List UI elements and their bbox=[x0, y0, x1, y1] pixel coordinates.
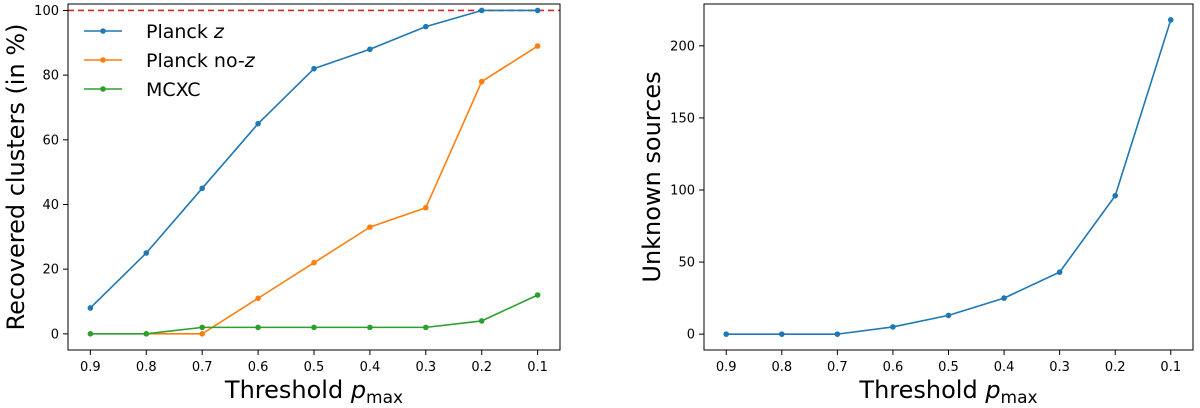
legend-entry-name: Planck bbox=[146, 21, 214, 43]
plot-frame bbox=[67, 3, 561, 351]
x-axis-label-prefix: Threshold bbox=[224, 376, 351, 404]
data-point-series-0 bbox=[1056, 269, 1063, 275]
x-tick-label: 0.8 bbox=[136, 360, 157, 375]
x-tick-label: 0.3 bbox=[415, 360, 436, 375]
data-point-series-2 bbox=[478, 318, 485, 324]
data-point-series-1 bbox=[534, 43, 541, 49]
x-axis-label-symbol: p bbox=[984, 376, 1000, 404]
x-tick-label: 0.9 bbox=[80, 360, 101, 375]
left-chart-panel: 0.9 0.8 0.7 0.6 0.5 0.4 0.3 0.2 0.1 0 20 40 60 80 100 T… bbox=[2, 3, 561, 408]
data-point-series-2 bbox=[143, 331, 150, 337]
legend-entry-name: MCXC bbox=[146, 79, 201, 101]
data-point-series-2 bbox=[367, 324, 373, 331]
data-point-series-0 bbox=[143, 250, 150, 256]
y-tick-label: 100 bbox=[670, 183, 695, 198]
right-chart-panel: 0.9 0.8 0.7 0.6 0.5 0.4 0.3 0.2 0.1 0 50 100 150 200 T… bbox=[638, 3, 1194, 408]
x-axis-label-subscript: max bbox=[366, 388, 403, 408]
data-point-series-0 bbox=[834, 331, 841, 337]
data-point-series-2 bbox=[311, 324, 317, 331]
x-axis-label-subscript: max bbox=[1001, 388, 1038, 408]
x-tick-label: 0.6 bbox=[883, 360, 904, 375]
legend-entry-label: MCXC bbox=[146, 79, 201, 101]
legend-entry-italic: z bbox=[213, 21, 225, 43]
data-point-series-0 bbox=[423, 23, 429, 30]
data-point-series-1 bbox=[199, 331, 205, 337]
series-line-1 bbox=[146, 45, 539, 335]
data-point-series-2 bbox=[199, 324, 205, 331]
series-line-0 bbox=[726, 19, 1172, 335]
y-axis-label: Recovered clusters (in %) bbox=[2, 24, 30, 331]
y-tick-label: 0 bbox=[687, 328, 695, 343]
x-tick-label: 0.9 bbox=[716, 360, 737, 375]
y-tick-label: 150 bbox=[670, 111, 695, 126]
data-point-series-1 bbox=[255, 295, 261, 302]
data-point-series-1 bbox=[367, 224, 373, 230]
y-tick-label: 0 bbox=[51, 327, 59, 342]
data-point-series-2 bbox=[87, 331, 94, 337]
data-point-series-0 bbox=[778, 331, 785, 337]
x-axis-label-symbol: p bbox=[350, 376, 366, 404]
x-axis-label: Threshold pmax bbox=[224, 376, 403, 408]
x-tick-label: 0.3 bbox=[1049, 360, 1070, 375]
x-tick-label: 0.8 bbox=[771, 360, 792, 375]
data-point-series-0 bbox=[367, 46, 373, 53]
y-tick-label: 100 bbox=[34, 4, 59, 19]
x-tick-label: 0.2 bbox=[471, 360, 492, 375]
plot-frame bbox=[703, 3, 1194, 351]
data-point-series-0 bbox=[945, 312, 952, 319]
data-point-series-1 bbox=[478, 78, 485, 85]
x-tick-label: 0.1 bbox=[527, 360, 548, 375]
legend-entry-label: Planck no-z bbox=[146, 50, 256, 72]
y-tick-label: 60 bbox=[42, 133, 59, 148]
legend-entry-name: Planck no- bbox=[146, 50, 245, 72]
x-tick-label: 0.2 bbox=[1105, 360, 1126, 375]
x-tick-label: 0.4 bbox=[994, 360, 1015, 375]
data-point-series-0 bbox=[87, 305, 94, 311]
data-point-series-0 bbox=[311, 65, 317, 72]
x-axis-label-prefix: Threshold bbox=[858, 376, 985, 404]
data-point-series-2 bbox=[255, 324, 261, 331]
y-tick-label: 50 bbox=[678, 256, 695, 271]
data-point-series-2 bbox=[423, 324, 429, 331]
x-tick-label: 0.1 bbox=[1160, 360, 1181, 375]
x-tick-label: 0.5 bbox=[304, 360, 325, 375]
data-point-series-0 bbox=[1112, 192, 1119, 199]
x-tick-label: 0.7 bbox=[192, 360, 213, 375]
y-tick-label: 40 bbox=[42, 198, 59, 213]
data-point-series-0 bbox=[255, 120, 261, 127]
y-tick-label: 20 bbox=[42, 263, 59, 278]
legend-swatch-marker bbox=[100, 86, 106, 92]
x-axis-label: Threshold pmax bbox=[858, 376, 1037, 408]
x-tick-label: 0.5 bbox=[938, 360, 959, 375]
data-point-series-0 bbox=[1001, 295, 1007, 301]
data-point-series-0 bbox=[890, 324, 896, 330]
y-tick-label: 80 bbox=[42, 69, 59, 84]
data-point-series-2 bbox=[534, 292, 541, 298]
data-point-series-1 bbox=[423, 204, 429, 211]
y-axis-label: Unknown sources bbox=[638, 71, 666, 282]
legend-swatch-marker bbox=[100, 57, 106, 63]
legend-entry-italic: z bbox=[244, 50, 256, 72]
x-tick-label: 0.4 bbox=[360, 360, 381, 375]
x-tick-label: 0.6 bbox=[248, 360, 269, 375]
y-tick-label: 200 bbox=[670, 39, 695, 54]
data-point-series-0 bbox=[199, 185, 205, 192]
data-point-series-0 bbox=[723, 331, 730, 337]
data-point-series-0 bbox=[1167, 17, 1174, 23]
x-tick-label: 0.7 bbox=[827, 360, 848, 375]
legend-entry-label: Planck z bbox=[146, 21, 225, 43]
data-point-series-0 bbox=[478, 7, 485, 14]
data-point-series-0 bbox=[534, 7, 541, 14]
legend-swatch-marker bbox=[100, 28, 106, 34]
data-point-series-1 bbox=[311, 259, 317, 266]
